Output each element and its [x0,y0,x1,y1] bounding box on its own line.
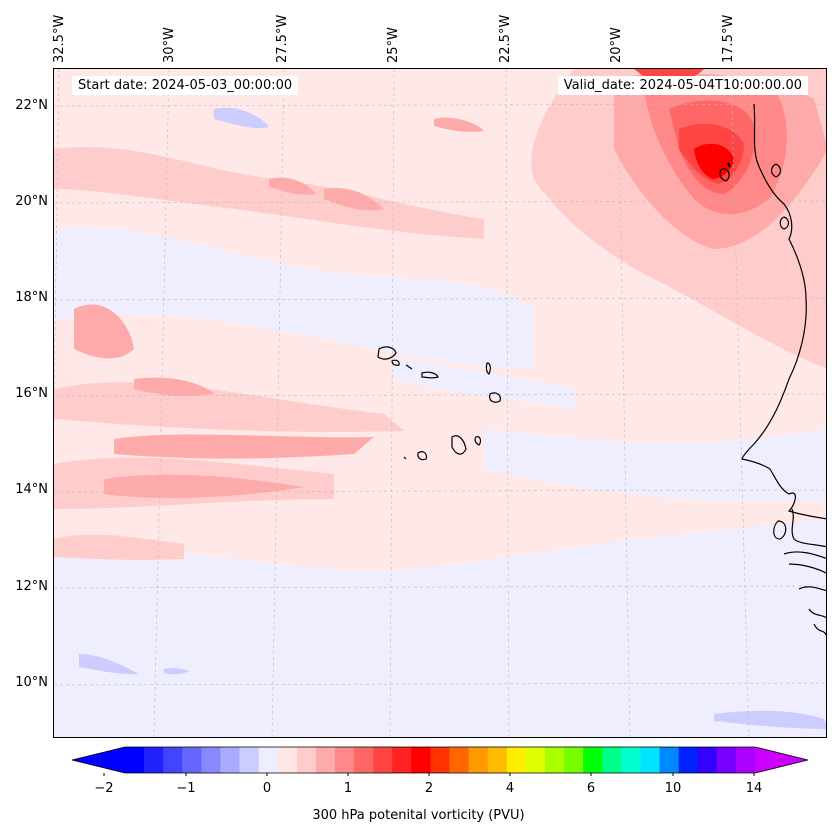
colorbar-segment [182,747,202,773]
colorbar-segment [468,747,489,773]
colorbar-segment [716,747,737,773]
colorbar [71,746,809,776]
colorbar-segment [449,747,470,773]
colorbar-segment [525,747,546,773]
colorbar-tick-label: 1 [343,781,353,796]
colorbar-segment [697,747,718,773]
latitude-label: 22°N [15,98,48,113]
longitude-label: 27.5°W [275,14,290,63]
strong-pv-core [634,69,787,214]
colorbar-segment [125,747,145,773]
colorbar-label: 300 hPa potenital vorticity (PVU) [312,808,525,823]
colorbar-segment [258,747,279,773]
colorbar-tick-label: −1 [176,781,196,796]
colorbar-tick-label: 6 [586,781,596,796]
colorbar-segment [220,747,241,773]
colorbar-segment [144,747,164,773]
colorbar-segment [602,747,622,773]
colorbar-segment [735,747,756,773]
longitude-label: 17.5°W [721,14,736,63]
longitude-label: 30°W [162,27,177,63]
colorbar-segment [583,747,603,773]
colorbar-segment [277,747,298,773]
longitude-label: 22.5°W [498,14,513,63]
blue-patches [79,107,826,729]
longitude-label: 20°W [609,27,624,63]
colorbar-segment [659,747,680,773]
colorbar-segment [640,747,661,773]
colorbar-segment [239,747,260,773]
graticule [54,69,826,737]
colorbar-segment [296,747,317,773]
colorbar-segment [354,747,374,773]
colorbar-under-arrow [72,747,125,773]
latitude-label: 14°N [15,482,48,497]
colorbar-segment [163,747,183,773]
latitude-label: 16°N [15,386,48,401]
colorbar-tick-label: 14 [745,781,763,796]
latitude-label: 18°N [15,290,48,305]
colorbar-segment [315,747,336,773]
colorbar-segment [487,747,508,773]
start-date-label: Start date: 2024-05-03_00:00:00 [72,76,299,95]
colorbar-segment [411,747,431,773]
colorbar-tick-label: 2 [424,781,434,796]
colorbar-segment [392,747,412,773]
colorbar-segment [545,747,565,773]
colorbar-segment [506,747,527,773]
longitude-label: 32.5°W [52,14,67,63]
longitude-label: 25°W [386,27,401,63]
coastline [719,103,826,636]
colorbar-over-arrow [755,747,808,773]
colorbar-tick-label: −2 [94,781,114,796]
colorbar-segment [373,747,393,773]
colorbar-segment [678,747,699,773]
colorbar-tick-label: 0 [262,781,272,796]
colorbar-outline [71,746,809,774]
latitude-label: 20°N [15,194,48,209]
pv-map [54,69,826,737]
negative-pv-regions [54,227,826,737]
colorbar-tick-label: 4 [505,781,515,796]
latitude-label: 12°N [15,579,48,594]
cape-verde-islands [377,346,501,461]
colorbar-segment [621,747,641,773]
colorbar-segment [335,747,355,773]
colorbar-segment [564,747,584,773]
colorbar-tick-label: 10 [664,781,682,796]
colorbar-segment [430,747,451,773]
latitude-label: 10°N [15,675,48,690]
colorbar-segment [201,747,221,773]
valid-date-label: Valid_date: 2024-05-04T10:00:00.00 [557,76,808,95]
map-panel [53,68,827,738]
